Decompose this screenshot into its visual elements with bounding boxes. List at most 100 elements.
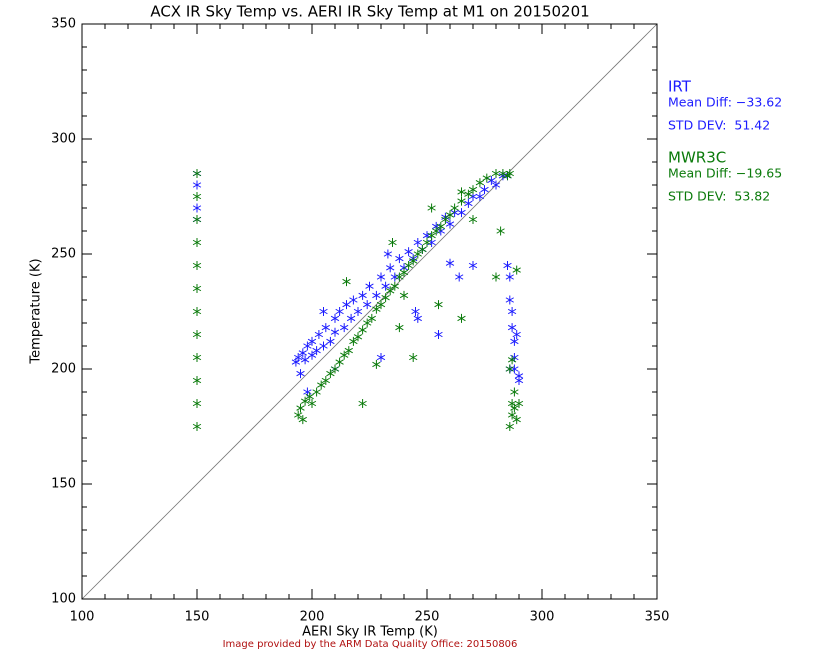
point: [363, 300, 372, 310]
point: [404, 247, 413, 257]
point: [296, 369, 305, 379]
point-stroke: [434, 331, 443, 338]
point: [505, 364, 514, 374]
point-stroke: [381, 283, 390, 289]
point-stroke: [305, 393, 314, 400]
point: [413, 238, 422, 247]
point: [342, 277, 351, 287]
point: [192, 215, 202, 224]
point-stroke: [441, 216, 450, 223]
point: [422, 238, 432, 247]
point: [514, 399, 524, 408]
y-axis-label: Temperature (K): [29, 258, 44, 364]
legend-stat: Mean Diff: −19.65: [668, 166, 782, 181]
point-stroke: [413, 251, 422, 257]
point: [411, 307, 420, 316]
point: [344, 346, 353, 356]
point: [418, 244, 427, 254]
point-stroke: [457, 198, 466, 204]
point: [450, 203, 459, 213]
point-stroke: [363, 320, 372, 326]
point-stroke: [395, 274, 404, 280]
point: [192, 376, 202, 385]
point: [192, 330, 202, 339]
point: [468, 215, 478, 224]
point: [376, 353, 386, 362]
point: [353, 332, 363, 342]
point: [192, 169, 202, 178]
y-tick-label: 350: [51, 17, 76, 32]
point-stroke: [512, 267, 521, 273]
point-stroke: [386, 265, 395, 271]
point-stroke: [507, 357, 517, 363]
legend-label: MWR3C: [668, 149, 726, 167]
point-stroke: [303, 343, 312, 349]
point-stroke: [192, 331, 202, 338]
point: [312, 387, 321, 397]
point-stroke: [395, 324, 404, 331]
point-stroke: [353, 308, 363, 315]
point-stroke: [503, 262, 512, 269]
point: [512, 330, 521, 339]
point: [491, 180, 501, 190]
point: [441, 215, 450, 224]
point: [305, 392, 314, 402]
point: [505, 295, 514, 305]
point: [192, 399, 202, 408]
point: [303, 341, 312, 351]
point-stroke: [307, 338, 317, 345]
point-stroke: [496, 228, 505, 234]
point: [192, 180, 202, 190]
point: [340, 323, 349, 333]
point-stroke: [386, 288, 395, 294]
point: [294, 353, 303, 362]
point-stroke: [192, 285, 202, 292]
point: [395, 272, 404, 282]
point-stroke: [319, 343, 328, 349]
point-stroke: [344, 347, 353, 354]
point-stroke: [192, 193, 202, 200]
point-stroke: [363, 301, 372, 308]
point-stroke: [192, 377, 202, 384]
point: [192, 353, 202, 362]
legend-stat: STD DEV: 51.42: [668, 118, 770, 133]
point-stroke: [340, 324, 349, 331]
point: [330, 364, 340, 374]
point-stroke: [418, 246, 427, 253]
point: [300, 396, 310, 406]
point-stroke: [376, 354, 386, 361]
legend-label: IRT: [668, 78, 692, 96]
point-stroke: [340, 352, 349, 358]
point: [381, 293, 390, 303]
point-stroke: [353, 334, 363, 340]
x-tick-label: 250: [415, 610, 440, 625]
point-stroke: [512, 416, 521, 423]
point-stroke: [457, 209, 466, 216]
point-stroke: [192, 205, 202, 211]
point: [427, 203, 436, 213]
point: [413, 249, 422, 259]
point-stroke: [510, 405, 519, 411]
point: [358, 399, 367, 408]
point-stroke: [491, 274, 501, 280]
point: [330, 327, 340, 337]
point: [505, 272, 514, 282]
point-stroke: [507, 324, 517, 331]
point-stroke: [505, 297, 514, 303]
point: [192, 261, 202, 270]
point-stroke: [457, 189, 466, 195]
point-stroke: [346, 315, 356, 322]
point-stroke: [314, 331, 324, 338]
point: [358, 290, 367, 300]
point-stroke: [505, 366, 514, 372]
point: [192, 284, 202, 293]
point-stroke: [505, 274, 514, 280]
point-stroke: [507, 308, 517, 315]
point: [326, 336, 335, 346]
point: [298, 348, 307, 358]
point: [321, 323, 330, 333]
point: [296, 403, 305, 413]
point-stroke: [192, 400, 202, 407]
point: [340, 350, 349, 360]
point: [464, 198, 473, 208]
